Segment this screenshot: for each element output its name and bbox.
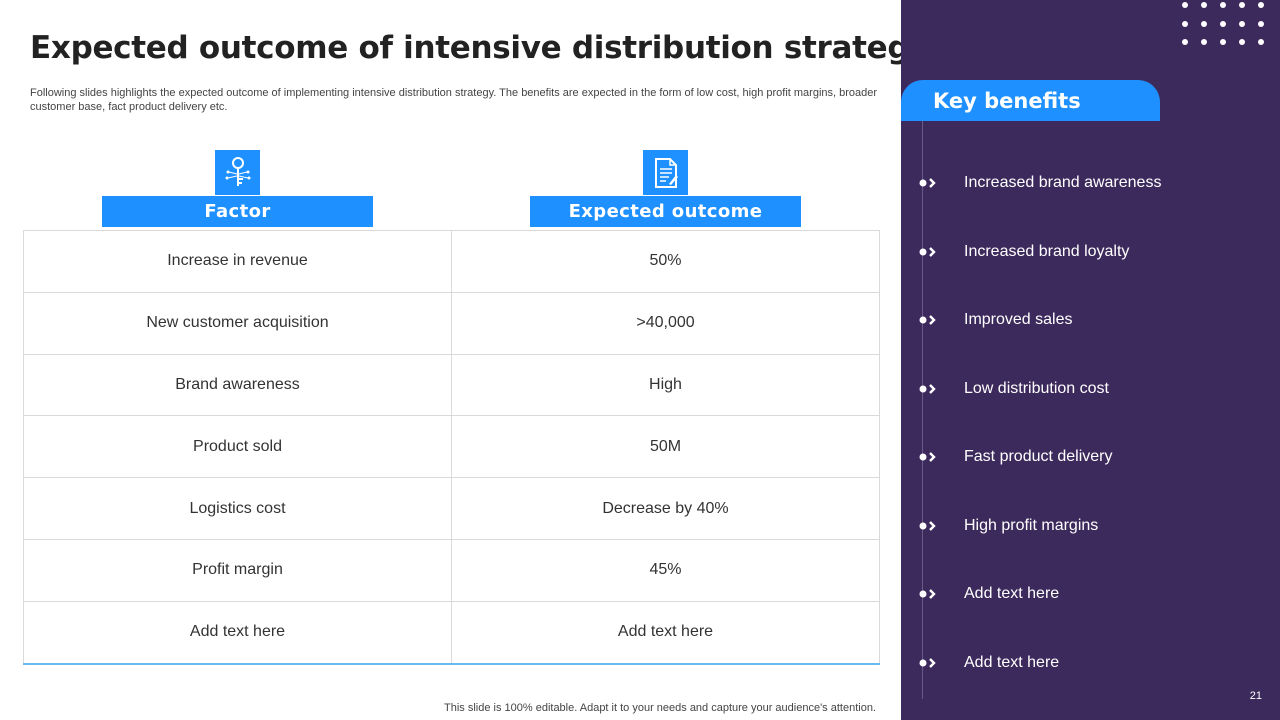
outcome-cell: Add text here — [451, 601, 880, 663]
outcome-table: Increase in revenue 50% New customer acq… — [23, 230, 880, 665]
bullet-chevron-icon — [919, 519, 947, 533]
list-item: Add text here — [919, 651, 1059, 675]
bullet-chevron-icon — [919, 176, 947, 190]
key-circuit-icon — [215, 150, 260, 195]
list-item: Increased brand loyalty — [919, 240, 1129, 264]
page-subtitle: Following slides highlights the expected… — [30, 87, 878, 113]
page-number: 21 — [1249, 690, 1262, 702]
table-row: Add text here Add text here — [23, 600, 880, 663]
key-benefits-panel: Key benefits Increased brand awareness I… — [901, 0, 1280, 720]
list-item: Add text here — [919, 582, 1059, 606]
bullet-chevron-icon — [919, 587, 947, 601]
table-row: New customer acquisition >40,000 — [23, 291, 880, 354]
table-row: Increase in revenue 50% — [23, 230, 880, 292]
document-icon — [643, 150, 688, 195]
benefit-label: Increased brand awareness — [964, 174, 1162, 191]
benefit-label: Fast product delivery — [964, 448, 1113, 465]
page-title: Expected outcome of intensive distributi… — [30, 30, 930, 66]
outcome-cell: 45% — [451, 539, 880, 601]
bullet-chevron-icon — [919, 450, 947, 464]
list-item: Low distribution cost — [919, 377, 1109, 401]
list-item: Fast product delivery — [919, 445, 1113, 469]
benefit-label: Low distribution cost — [964, 380, 1109, 397]
benefit-label: High profit margins — [964, 517, 1099, 534]
factor-cell: Profit margin — [23, 539, 451, 601]
factor-cell: New customer acquisition — [23, 292, 451, 354]
bullet-chevron-icon — [919, 313, 947, 327]
factor-cell: Product sold — [23, 416, 451, 478]
outcome-cell: >40,000 — [451, 292, 880, 354]
bullet-chevron-icon — [919, 245, 947, 259]
benefit-label: Add text here — [964, 654, 1060, 671]
table-row: Product sold 50M — [23, 415, 880, 478]
outcome-cell: 50M — [451, 416, 880, 478]
outcome-cell: High — [451, 354, 880, 416]
decorative-dots — [1182, 2, 1280, 48]
list-item: High profit margins — [919, 514, 1098, 538]
benefit-label: Add text here — [964, 585, 1060, 602]
outcome-cell: 50% — [451, 231, 880, 292]
factor-cell: Brand awareness — [23, 354, 451, 416]
table-row: Profit margin 45% — [23, 538, 880, 601]
table-row: Brand awareness High — [23, 353, 880, 416]
benefit-label: Increased brand loyalty — [964, 243, 1130, 260]
bullet-chevron-icon — [919, 382, 947, 396]
table-row: Logistics cost Decrease by 40% — [23, 477, 880, 539]
timeline-line — [922, 121, 923, 699]
outcome-cell: Decrease by 40% — [451, 478, 880, 539]
benefit-label: Improved sales — [964, 311, 1073, 328]
factor-cell: Increase in revenue — [23, 231, 451, 292]
factor-header: Factor — [102, 196, 373, 227]
key-benefits-title: Key benefits — [901, 80, 1160, 121]
factor-cell: Logistics cost — [23, 478, 451, 539]
list-item: Improved sales — [919, 308, 1073, 332]
footer-note: This slide is 100% editable. Adapt it to… — [444, 702, 876, 714]
factor-cell: Add text here — [23, 601, 451, 663]
bullet-chevron-icon — [919, 656, 947, 670]
expected-outcome-header: Expected outcome — [530, 196, 801, 227]
list-item: Increased brand awareness — [919, 171, 1161, 195]
